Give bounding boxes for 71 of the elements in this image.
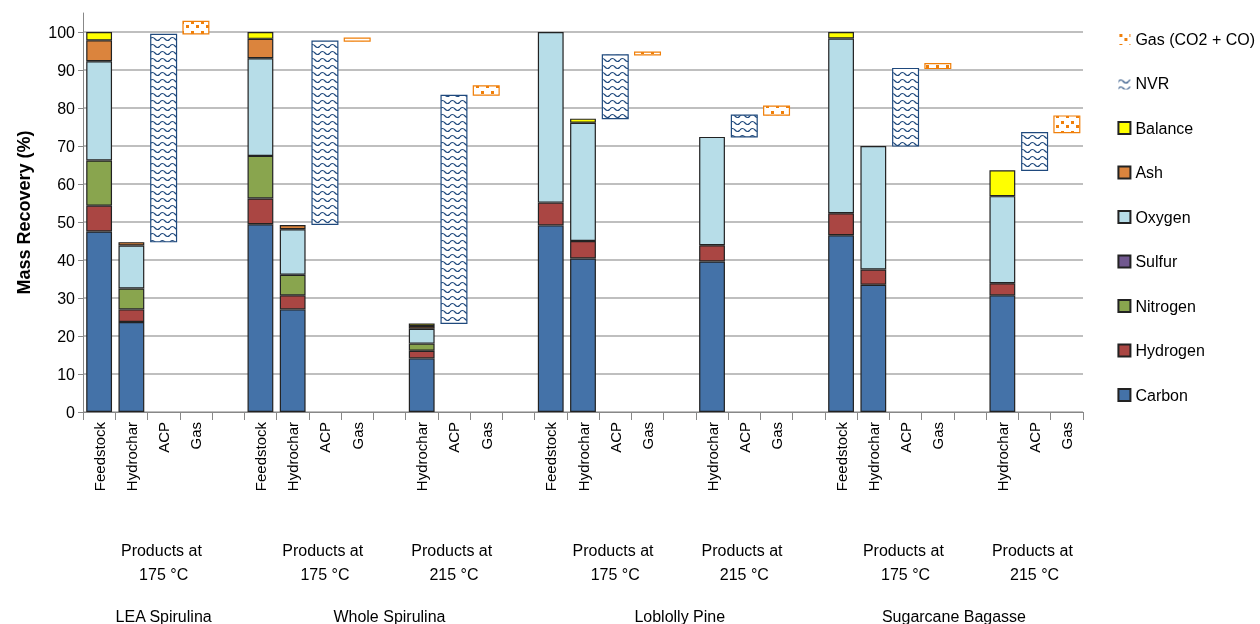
x-tick-label: ACP — [606, 422, 624, 453]
x-tick-label: Hydrochar — [574, 422, 592, 492]
text: Sugarcane Bagasse — [881, 607, 1027, 624]
bar — [634, 51, 662, 56]
bar — [1053, 115, 1081, 134]
x-tick-label: ACP — [1026, 422, 1044, 453]
x-tick-label: Hydrochar — [864, 422, 882, 492]
legend-label: Nitrogen — [1135, 297, 1196, 315]
x-tick-label: Feedstock — [832, 421, 850, 492]
legend-label: Oxygen — [1135, 208, 1191, 226]
text: Products at 175 °C — [862, 541, 949, 583]
bar — [440, 94, 468, 325]
x-tick-label: ACP — [735, 422, 753, 453]
y-tick-label: 0 — [66, 403, 76, 421]
y-tick-label: 20 — [57, 327, 76, 345]
text: Products at 215 °C — [411, 541, 497, 583]
legend-label: NVR — [1135, 75, 1170, 92]
x-tick-label: ACP — [316, 422, 334, 453]
text: Products at 215 °C — [991, 541, 1078, 583]
text: Whole Spirulina — [333, 607, 446, 624]
y-tick-label: 60 — [57, 175, 76, 193]
y-tick-label: 30 — [57, 289, 76, 307]
text: Products at 215 °C — [701, 541, 787, 583]
x-tick-label: Gas — [348, 422, 366, 450]
x-tick-label: ACP — [897, 422, 915, 453]
y-tick-label: 90 — [57, 61, 76, 79]
y-tick-label: 10 — [57, 365, 76, 383]
x-tick-label: Feedstock — [90, 421, 108, 492]
legend-label: Ash — [1135, 164, 1163, 181]
bar — [343, 37, 371, 42]
legend-label: Sulfur — [1135, 253, 1178, 270]
bar — [472, 85, 500, 96]
x-tick-label: Hydrochar — [413, 422, 431, 492]
bar — [730, 114, 758, 138]
x-tick-label: Hydrochar — [284, 422, 302, 492]
text: LEA Spirulina — [115, 607, 212, 624]
bar — [892, 67, 920, 147]
x-tick-label: ACP — [155, 422, 173, 453]
bar — [601, 54, 629, 120]
x-tick-label: Gas — [187, 422, 205, 450]
bar — [150, 33, 178, 243]
x-tick-label: Hydrochar — [993, 422, 1011, 492]
y-tick-label: 100 — [48, 23, 76, 41]
x-tick-label: Gas — [929, 422, 947, 450]
bar — [924, 62, 952, 70]
x-tick-label: Gas — [639, 422, 657, 450]
x-tick-label: Feedstock — [251, 421, 269, 492]
legend-label: Hydrogen — [1135, 342, 1205, 359]
legend-label: Gas (CO2 + CO) — [1135, 30, 1255, 48]
text: Products at 175 °C — [120, 541, 207, 583]
x-tick-label: Gas — [768, 422, 786, 450]
text: Products at 175 °C — [572, 541, 658, 583]
bar — [763, 105, 791, 116]
bar — [311, 40, 339, 225]
legend-label: Carbon — [1135, 386, 1188, 404]
y-axis-title: Mass Recovery (%) — [14, 130, 34, 295]
x-tick-label: Hydrochar — [703, 422, 721, 492]
x-tick-label: ACP — [445, 422, 463, 453]
x-tick-label: Gas — [1058, 422, 1076, 450]
x-tick-label: Hydrochar — [122, 422, 140, 492]
legend-label: Balance — [1135, 119, 1194, 137]
text: Products at 175 °C — [282, 541, 368, 583]
y-tick-label: 70 — [57, 137, 76, 155]
x-tick-label: Gas — [477, 422, 495, 450]
bar — [1021, 132, 1049, 171]
x-tick-label: Feedstock — [542, 421, 560, 492]
y-tick-label: 80 — [57, 99, 76, 117]
y-tick-label: 40 — [57, 251, 76, 269]
y-tick-label: 50 — [57, 213, 76, 231]
bar — [182, 20, 210, 35]
text: Loblolly Pine — [634, 607, 726, 624]
